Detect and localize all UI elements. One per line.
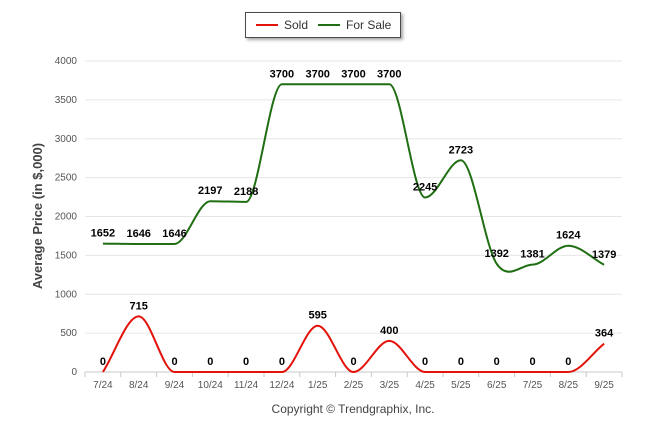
x-tick-label: 5/25	[451, 380, 471, 391]
data-label: 0	[350, 356, 356, 368]
data-label: 2197	[198, 185, 222, 197]
legend-label-for-sale: For Sale	[346, 18, 392, 32]
data-label: 1652	[91, 228, 115, 240]
data-label: 0	[529, 356, 535, 368]
y-tick-label: 1500	[55, 250, 78, 261]
data-label: 0	[100, 356, 106, 368]
x-tick-label: 7/24	[93, 380, 113, 391]
data-label: 1392	[484, 248, 508, 260]
data-label: 0	[458, 356, 464, 368]
y-tick-label: 1000	[55, 289, 78, 300]
series-line-sold	[102, 315, 605, 374]
x-tick-label: 1/25	[308, 380, 328, 391]
data-label: 2245	[413, 181, 437, 193]
legend-swatch-sold	[256, 24, 278, 26]
data-label: 0	[565, 356, 571, 368]
legend-label-sold: Sold	[284, 18, 309, 32]
y-tick-label: 3500	[55, 95, 78, 106]
y-tick-label: 0	[71, 367, 77, 378]
x-tick-label: 8/24	[129, 380, 149, 391]
copyright-text: Copyright © Trendgraphix, Inc.	[272, 402, 435, 416]
x-tick-label: 6/25	[487, 380, 507, 391]
data-label: 0	[207, 356, 213, 368]
data-label: 1381	[520, 249, 544, 261]
data-label: 0	[171, 356, 177, 368]
x-axis-ticks: 7/24 8/24 9/24 10/24 11/24 12/24 1/25 2/25 3/25 4…	[84, 372, 623, 391]
legend-item-sold[interactable]: Sold	[256, 13, 308, 37]
data-label: 0	[279, 356, 285, 368]
legend-item-for-sale[interactable]: For Sale	[318, 13, 391, 37]
data-label: 3700	[270, 68, 294, 80]
x-tick-label: 12/24	[269, 380, 294, 391]
data-label: 1646	[126, 228, 150, 240]
data-label: 715	[130, 300, 148, 312]
x-tick-label: 7/25	[523, 380, 543, 391]
x-tick-label: 11/24	[234, 380, 259, 391]
data-label: 3700	[305, 68, 329, 80]
data-label: 2723	[449, 144, 473, 156]
data-label: 3700	[341, 68, 365, 80]
x-tick-label: 4/25	[415, 380, 435, 391]
data-label: 0	[494, 356, 500, 368]
x-tick-label: 9/25	[594, 380, 614, 391]
y-tick-label: 4000	[55, 56, 78, 67]
series-line-for-sale	[102, 83, 605, 273]
data-label: 0	[243, 356, 249, 368]
y-axis-ticks: 0 500 1000 1500 2000 2500 3000 3500 4000	[55, 56, 78, 378]
x-tick-label: 2/25	[344, 380, 364, 391]
legend: Sold For Sale	[245, 12, 401, 38]
x-tick-label: 3/25	[380, 380, 400, 391]
y-tick-label: 500	[60, 328, 77, 339]
data-label: 364	[595, 328, 614, 340]
data-label: 3700	[377, 68, 401, 80]
x-tick-label: 8/25	[559, 380, 579, 391]
y-tick-label: 3000	[55, 134, 78, 145]
data-label: 1646	[162, 228, 186, 240]
y-tick-label: 2500	[55, 173, 78, 184]
x-tick-label: 9/24	[165, 380, 185, 391]
y-tick-label: 2000	[55, 212, 78, 223]
grid-lines	[85, 60, 622, 373]
x-tick-label: 10/24	[198, 380, 223, 391]
data-label: 0	[422, 356, 428, 368]
data-label: 400	[380, 325, 398, 337]
data-label: 595	[309, 310, 327, 322]
y-axis-label: Average Price (in $,000)	[30, 143, 45, 289]
data-label: 2188	[234, 186, 258, 198]
data-label: 1624	[556, 230, 581, 242]
data-labels: 0 715 0 0 0 0 595 0 400 0 0 0 0 0 364 1652 1646 1646 2197 2…	[91, 68, 617, 368]
legend-swatch-for-sale	[318, 24, 340, 26]
series-lines	[102, 83, 605, 374]
data-label: 1379	[592, 249, 616, 261]
